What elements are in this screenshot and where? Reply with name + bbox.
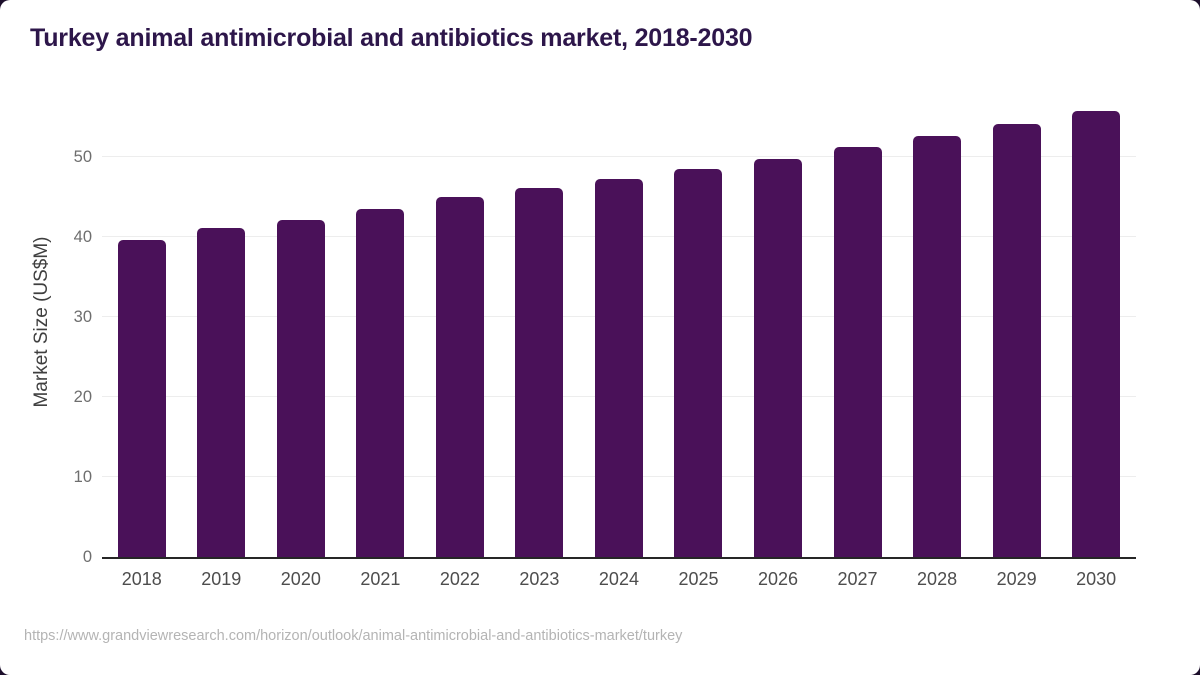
bar-2027[interactable] xyxy=(833,147,882,557)
gridline-50 xyxy=(102,156,1136,157)
y-tick-label-30: 30 xyxy=(73,308,92,326)
bar-slot-2019 xyxy=(182,97,262,557)
bar-2022[interactable] xyxy=(435,197,484,557)
x-tick-label-2020: 2020 xyxy=(280,569,321,589)
y-tick-label-0: 0 xyxy=(82,548,92,566)
x-tick-label-2024: 2024 xyxy=(598,569,639,589)
bar-slot-2028 xyxy=(897,97,977,557)
x-tick-label-2026: 2026 xyxy=(757,569,799,589)
bar-2021[interactable] xyxy=(356,209,405,557)
plot-area xyxy=(102,97,1136,559)
bar-slot-2026 xyxy=(738,97,818,557)
bar-slot-2018 xyxy=(102,97,182,557)
bar-2019[interactable] xyxy=(197,228,246,557)
bar-2020[interactable] xyxy=(276,220,325,557)
bar-2025[interactable] xyxy=(674,169,723,557)
x-tick-label-2027: 2027 xyxy=(837,569,878,589)
bar-slot-2024 xyxy=(579,97,659,557)
y-tick-label-20: 20 xyxy=(73,388,92,406)
chart-title: Turkey animal antimicrobial and antibiot… xyxy=(30,24,753,52)
bar-slot-2029 xyxy=(977,97,1057,557)
bar-2029[interactable] xyxy=(992,124,1041,557)
bar-slot-2020 xyxy=(261,97,341,557)
bar-2030[interactable] xyxy=(1072,110,1121,557)
x-tick-label-2030: 2030 xyxy=(1076,569,1117,589)
bar-slot-2025 xyxy=(659,97,739,557)
x-tick-label-2021: 2021 xyxy=(360,569,401,589)
x-axis-tick-labels: 2018 2019 2020 2021 2022 2023 2024 2025 2026 2027… xyxy=(102,569,1136,590)
y-axis-title: Market Size (US$M) xyxy=(31,236,52,408)
y-tick-label-10: 10 xyxy=(73,468,92,486)
x-tick-label-2018: 2018 xyxy=(121,569,162,589)
bar-2023[interactable] xyxy=(515,188,564,557)
bar-2018[interactable] xyxy=(117,240,166,557)
bar-slot-2021 xyxy=(341,97,421,557)
source-url: https://www.grandviewresearch.com/horizo… xyxy=(24,628,683,644)
y-tick-label-50: 50 xyxy=(73,148,92,166)
x-tick-label-2023: 2023 xyxy=(519,569,560,589)
bar-2028[interactable] xyxy=(913,136,962,557)
x-tick-label-2025: 2025 xyxy=(678,569,719,589)
bar-slot-2027 xyxy=(818,97,898,557)
bar-2026[interactable] xyxy=(754,158,803,557)
x-tick-label-2029: 2029 xyxy=(996,569,1037,589)
bar-slot-2022 xyxy=(420,97,500,557)
bar-2024[interactable] xyxy=(594,178,643,557)
bar-slot-2023 xyxy=(500,97,580,557)
x-tick-label-2022: 2022 xyxy=(439,569,480,589)
bar-slot-2030 xyxy=(1056,97,1136,557)
x-tick-label-2019: 2019 xyxy=(201,569,242,589)
bars-layer xyxy=(102,97,1136,557)
x-tick-label-2028: 2028 xyxy=(917,569,958,589)
y-tick-label-40: 40 xyxy=(73,228,92,246)
